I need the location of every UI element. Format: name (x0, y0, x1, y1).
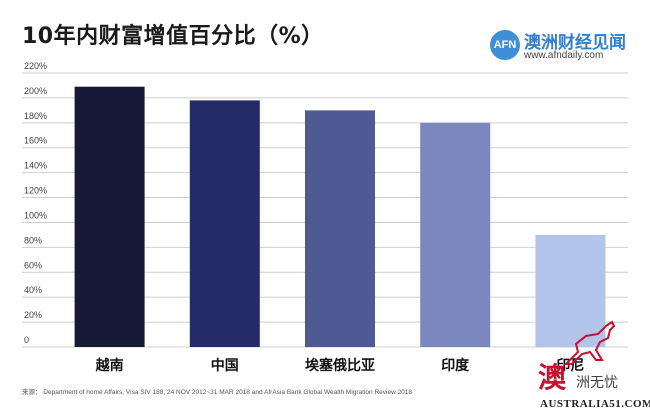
y-tick-label: 160% (24, 136, 47, 146)
x-tick-label: 印度 (441, 357, 470, 374)
y-tick-label: 200% (24, 86, 47, 96)
bar (74, 86, 145, 347)
y-tick-label: 0 (24, 335, 29, 345)
y-tick-label: 140% (24, 161, 47, 171)
y-tick-label: 220% (24, 61, 47, 71)
kangaroo-icon (563, 320, 616, 365)
y-tick-label: 60% (24, 260, 42, 270)
x-tick-label: 埃塞俄比亚 (305, 357, 375, 374)
chart-title: 10年内财富增值百分比（%） (22, 24, 324, 49)
corner-logo-sub: 洲无忧 (576, 375, 618, 391)
brand-name: 澳洲财经见闻 (524, 33, 626, 53)
corner-watermark-logo: 澳 洲无忧 AUSTRALIA51.COM (536, 320, 650, 416)
bar (535, 234, 606, 347)
y-tick-label: 100% (24, 210, 47, 220)
source-note: 来源： Department of home Affairs, Visa SIV… (22, 389, 413, 396)
y-tick-label: 120% (24, 186, 47, 196)
corner-logo-url: AUSTRALIA51.COM (540, 398, 650, 410)
y-tick-label: 80% (24, 235, 42, 245)
bar (420, 122, 491, 348)
y-tick-label: 20% (24, 310, 42, 320)
x-tick-label: 越南 (95, 357, 124, 374)
bar (189, 100, 260, 348)
brand-header: AFN 澳洲财经见闻 www.afndaily.com (482, 26, 632, 66)
y-tick-label: 180% (24, 111, 47, 121)
brand-url: www.afndaily.com (524, 50, 604, 61)
x-tick-label: 印尼 (556, 357, 584, 374)
corner-logo-main: 澳 (538, 361, 567, 394)
y-tick-label: 40% (24, 285, 42, 295)
afn-logo-icon: AFN (490, 30, 520, 60)
x-tick-label: 中国 (211, 357, 239, 374)
bar (305, 110, 375, 347)
